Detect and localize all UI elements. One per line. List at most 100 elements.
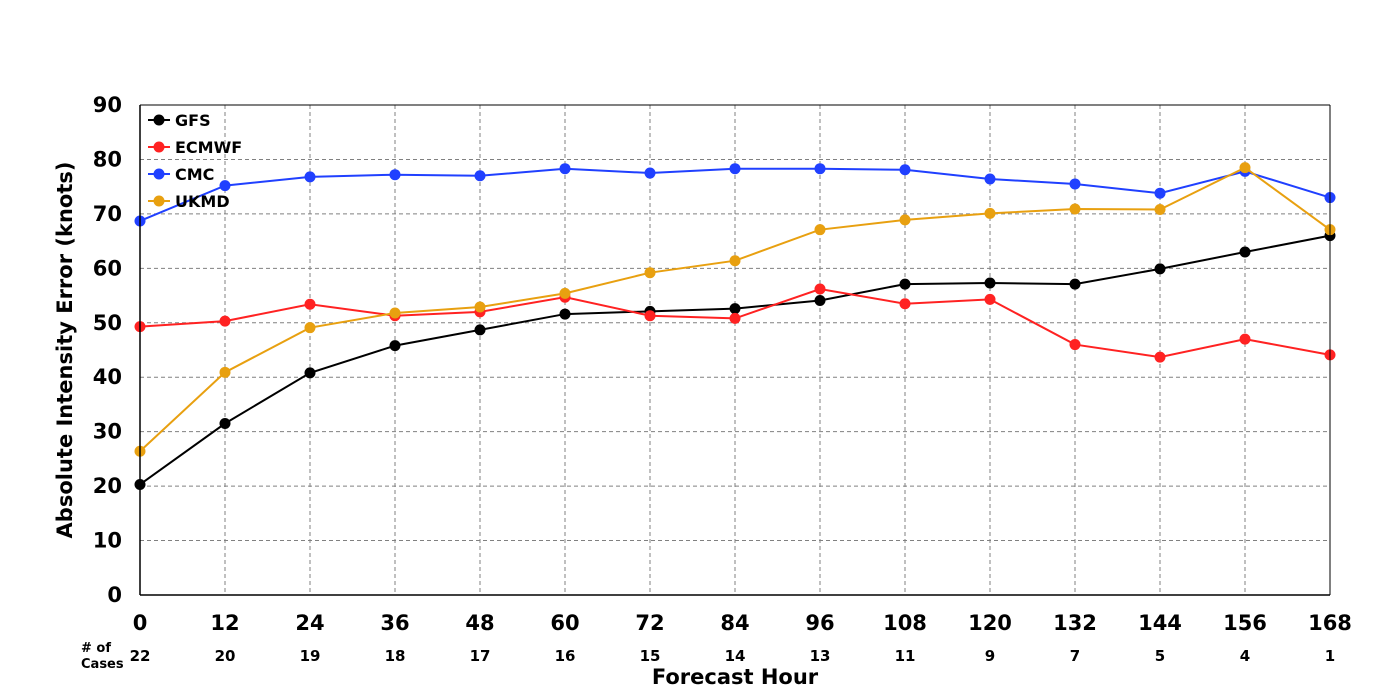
- data-point-ecmwf: [1154, 351, 1166, 363]
- data-point-cmc: [389, 169, 401, 181]
- x-tick-label: 12: [210, 611, 239, 635]
- data-point-gfs: [389, 340, 401, 352]
- y-tick-label: 0: [107, 583, 122, 607]
- data-point-ukmd: [1239, 162, 1251, 174]
- data-point-ukmd: [219, 366, 231, 378]
- x-tick-label: 0: [133, 611, 148, 635]
- cases-count-label: 17: [470, 647, 491, 665]
- data-point-cmc: [559, 163, 571, 175]
- cases-count-label: 5: [1155, 647, 1165, 665]
- series-ukmd: [134, 162, 1336, 457]
- cases-count-label: 4: [1240, 647, 1250, 665]
- data-point-ukmd: [1069, 203, 1081, 215]
- data-point-gfs: [814, 294, 826, 306]
- data-point-cmc: [729, 163, 741, 175]
- data-point-gfs: [1239, 246, 1251, 258]
- cases-count-label: 22: [130, 647, 151, 665]
- data-point-ecmwf: [644, 310, 656, 322]
- data-point-ecmwf: [814, 283, 826, 295]
- x-tick-label: 36: [380, 611, 409, 635]
- data-point-ecmwf: [729, 312, 741, 324]
- data-point-ukmd: [559, 287, 571, 299]
- data-point-gfs: [984, 277, 996, 289]
- data-point-gfs: [304, 367, 316, 379]
- data-point-ukmd: [474, 301, 486, 313]
- y-tick-label: 60: [93, 256, 122, 280]
- legend-marker-ukmd: [153, 195, 165, 207]
- data-point-cmc: [899, 164, 911, 176]
- data-point-ukmd: [899, 214, 911, 226]
- x-tick-label: 84: [720, 611, 749, 635]
- x-tick-label: 120: [968, 611, 1012, 635]
- data-point-gfs: [474, 324, 486, 336]
- cases-count-label: 14: [725, 647, 746, 665]
- data-point-cmc: [984, 173, 996, 185]
- legend-marker-ecmwf: [153, 141, 165, 153]
- data-point-ecmwf: [899, 298, 911, 310]
- y-tick-label: 80: [93, 147, 122, 171]
- legend-marker-cmc: [153, 168, 165, 180]
- cases-count-label: 11: [895, 647, 916, 665]
- x-tick-label: 72: [635, 611, 664, 635]
- legend-label-cmc: CMC: [175, 165, 214, 184]
- legend-label-gfs: GFS: [175, 111, 211, 130]
- data-point-cmc: [304, 171, 316, 183]
- data-point-ukmd: [389, 307, 401, 319]
- cases-count-label: 18: [385, 647, 406, 665]
- data-point-ecmwf: [304, 298, 316, 310]
- data-point-ukmd: [1154, 204, 1166, 216]
- x-axis-title: Forecast Hour: [652, 665, 819, 689]
- data-point-gfs: [1069, 278, 1081, 290]
- x-tick-label: 108: [883, 611, 927, 635]
- cases-row-label-line: Cases: [81, 657, 124, 672]
- data-point-cmc: [644, 167, 656, 179]
- data-point-gfs: [729, 303, 741, 315]
- data-point-gfs: [559, 308, 571, 320]
- legend-entry-ukmd: UKMD: [148, 192, 230, 211]
- data-point-ecmwf: [1069, 339, 1081, 351]
- data-point-gfs: [219, 418, 231, 429]
- y-tick-label: 70: [93, 202, 122, 226]
- grid: [140, 104, 1330, 595]
- x-tick-label: 60: [550, 611, 579, 635]
- x-tick-label: 132: [1053, 611, 1097, 635]
- series-cmc: [134, 163, 1336, 227]
- x-tick-label: 168: [1308, 611, 1352, 635]
- cases-row-label: # of Cases: [81, 641, 124, 672]
- cases-row-label-line: # of: [81, 641, 111, 656]
- data-point-gfs: [899, 278, 911, 290]
- y-tick-label: 50: [93, 311, 122, 335]
- cases-count-label: 9: [985, 647, 995, 665]
- legend-label-ecmwf: ECMWF: [175, 138, 242, 157]
- x-tick-label: 156: [1223, 611, 1267, 635]
- data-point-ecmwf: [984, 293, 996, 305]
- data-point-ukmd: [814, 224, 826, 236]
- cases-count-label: 20: [215, 647, 236, 665]
- y-tick-label: 90: [93, 93, 122, 117]
- series-layer: [134, 162, 1336, 490]
- data-point-gfs: [1154, 263, 1166, 275]
- data-point-ukmd: [644, 267, 656, 279]
- cases-count-label: 1: [1325, 647, 1335, 665]
- data-point-cmc: [1069, 178, 1081, 190]
- data-point-ecmwf: [1239, 333, 1251, 345]
- data-point-cmc: [474, 170, 486, 182]
- data-point-ukmd: [304, 322, 316, 334]
- data-point-cmc: [219, 180, 231, 192]
- x-tick-label: 48: [465, 611, 494, 635]
- cases-count-label: 19: [300, 647, 321, 665]
- y-tick-label: 10: [93, 529, 122, 553]
- cases-count-label: 13: [810, 647, 831, 665]
- cases-count-label: 7: [1070, 647, 1080, 665]
- legend-entry-ecmwf: ECMWF: [148, 138, 242, 157]
- data-point-ukmd: [729, 255, 741, 267]
- data-point-ukmd: [984, 207, 996, 219]
- y-tick-label: 30: [93, 420, 122, 444]
- legend-entry-gfs: GFS: [148, 111, 211, 130]
- data-point-cmc: [1154, 187, 1166, 199]
- legend-label-ukmd: UKMD: [175, 192, 230, 211]
- legend: GFS ECMWF CMC UKMD: [148, 111, 242, 211]
